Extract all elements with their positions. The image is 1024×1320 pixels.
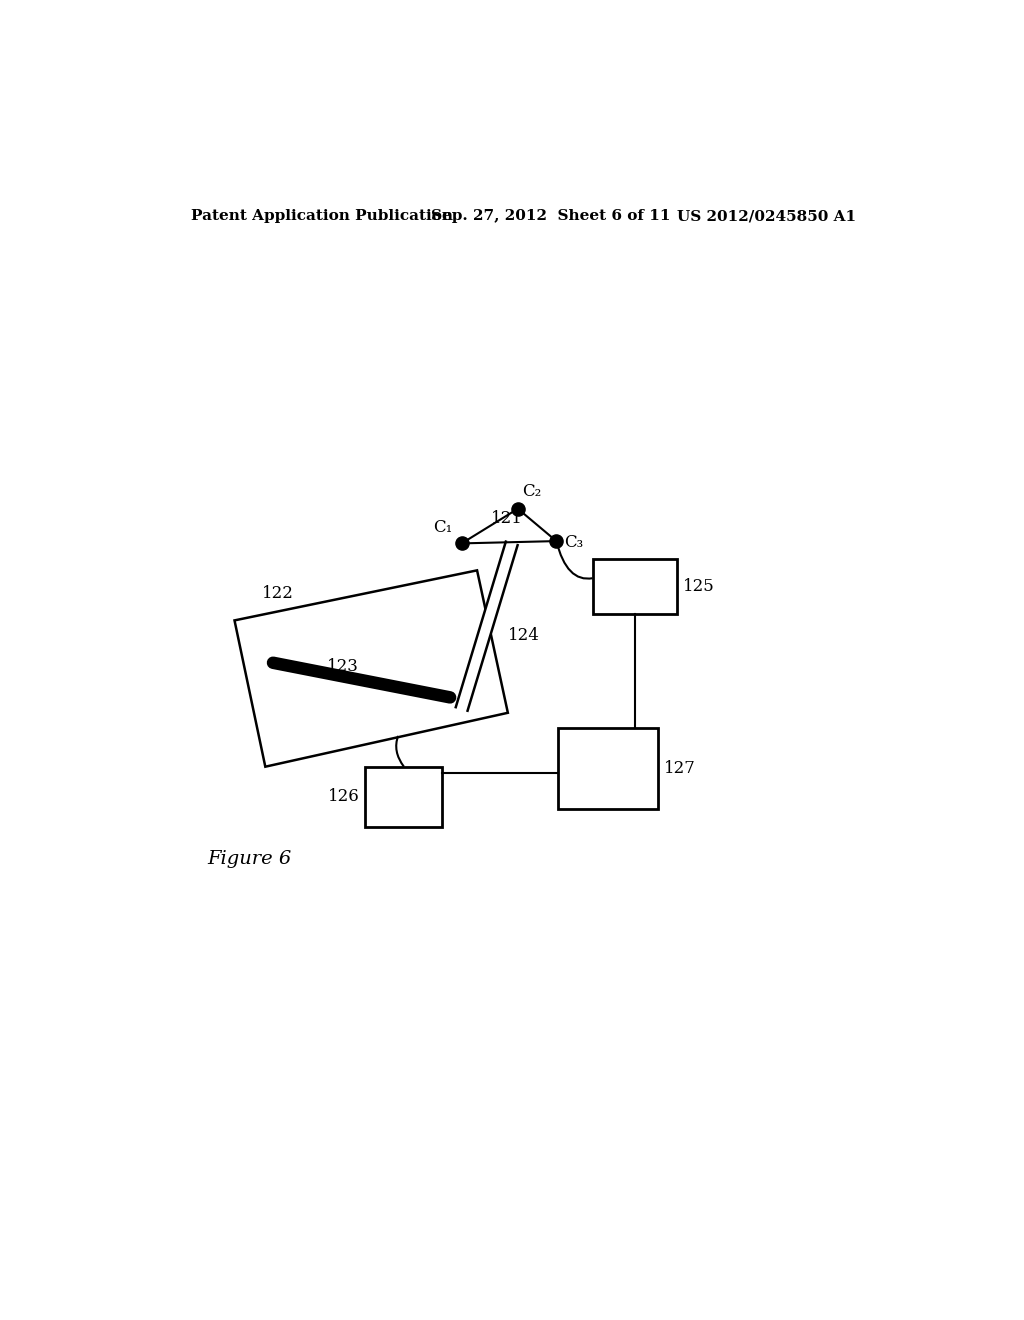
Text: US 2012/0245850 A1: US 2012/0245850 A1 xyxy=(677,209,856,223)
Bar xyxy=(366,767,442,826)
Text: 127: 127 xyxy=(665,760,696,777)
Text: Patent Application Publication: Patent Application Publication xyxy=(190,209,453,223)
Text: 125: 125 xyxy=(683,578,715,595)
Text: 122: 122 xyxy=(261,585,293,602)
Text: Sep. 27, 2012  Sheet 6 of 11: Sep. 27, 2012 Sheet 6 of 11 xyxy=(431,209,671,223)
Text: Figure 6: Figure 6 xyxy=(208,850,292,869)
Text: C₂: C₂ xyxy=(522,483,542,500)
Polygon shape xyxy=(456,541,517,710)
Bar xyxy=(593,558,677,614)
Text: 124: 124 xyxy=(508,627,540,644)
Text: C₃: C₃ xyxy=(564,535,584,552)
Text: 123: 123 xyxy=(327,659,358,675)
Point xyxy=(548,531,564,552)
Text: 121: 121 xyxy=(490,511,523,527)
Point xyxy=(454,533,470,554)
Polygon shape xyxy=(234,570,508,767)
Point xyxy=(510,498,526,519)
Bar xyxy=(558,729,658,809)
Text: 126: 126 xyxy=(328,788,359,805)
Text: C₁: C₁ xyxy=(433,520,453,536)
